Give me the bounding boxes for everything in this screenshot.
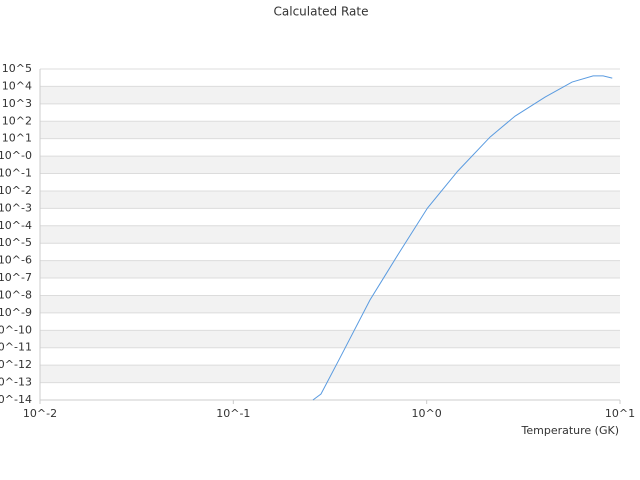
- grid-band: [40, 225, 620, 244]
- y-tick-label: 10^1: [2, 132, 32, 145]
- y-tick-label: 10^-13: [0, 376, 32, 389]
- x-tick-label: 10^0: [412, 407, 442, 420]
- x-tick-label: 10^-2: [23, 407, 57, 420]
- y-tick-label: 10^-12: [0, 358, 32, 371]
- y-tick-label: 10^-0: [0, 149, 32, 162]
- x-tick-label: 10^-1: [216, 407, 250, 420]
- y-tick-label: 10^-14: [0, 393, 32, 406]
- y-tick-label: 10^-5: [0, 236, 32, 249]
- y-tick-label: 10^-9: [0, 306, 32, 319]
- y-tick-label: 10^-7: [0, 271, 32, 284]
- x-tick-label: 10^1: [605, 407, 635, 420]
- data-line: [312, 75, 613, 401]
- grid-band: [40, 86, 620, 104]
- y-tick-label: 10^-11: [0, 341, 32, 354]
- grid-band: [40, 156, 620, 174]
- y-tick-label: 10^-8: [0, 288, 32, 301]
- y-tick-label: 10^2: [2, 114, 32, 127]
- grid-band: [40, 295, 620, 313]
- grid-band: [40, 190, 620, 209]
- x-axis-label: Temperature (GK): [521, 424, 620, 437]
- grid-band: [40, 260, 620, 279]
- chart-title: Calculated Rate: [274, 5, 369, 19]
- y-tick-label: 10^-10: [0, 323, 32, 336]
- y-tick-label: 10^-3: [0, 201, 32, 214]
- y-tick-label: 10^-4: [0, 219, 32, 232]
- y-tick-label: 10^-6: [0, 254, 32, 267]
- y-tick-label: 10^-1: [0, 167, 32, 180]
- y-tick-label: 10^-2: [0, 184, 32, 197]
- grid-band: [40, 365, 620, 383]
- grid-band: [40, 121, 620, 139]
- grid-band: [40, 330, 620, 348]
- y-tick-label: 10^5: [2, 62, 32, 75]
- y-tick-label: 10^3: [2, 97, 32, 110]
- y-tick-label: 10^4: [2, 79, 32, 92]
